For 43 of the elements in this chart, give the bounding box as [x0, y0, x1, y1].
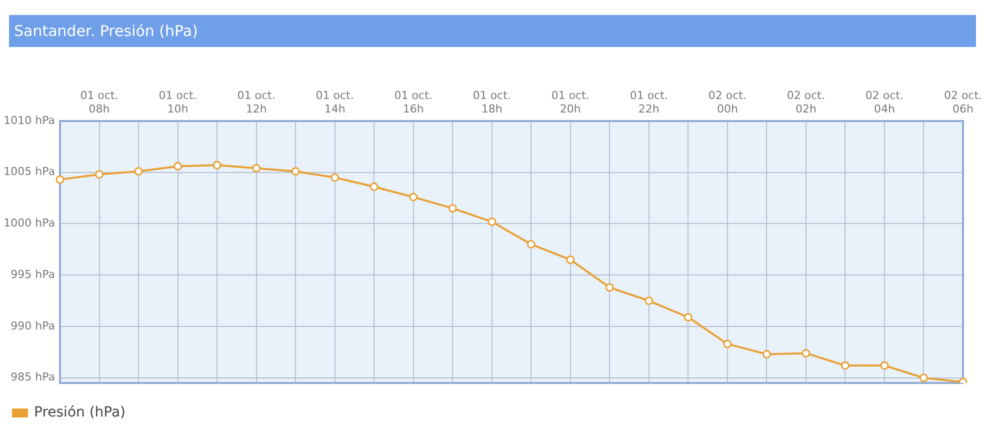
- y-tick-label: 1005 hPa: [4, 165, 55, 178]
- point: [840, 361, 850, 370]
- point: [880, 361, 889, 370]
- x-tick-label: 02 oct. 04h: [865, 89, 904, 116]
- point: [252, 164, 261, 173]
- point: [762, 350, 771, 358]
- x-tick-label: 01 oct. 08h: [80, 89, 118, 116]
- y-tick-label: 1010 hPa: [4, 114, 55, 127]
- point: [370, 182, 378, 192]
- chart-title: Santander. Presión (hPa): [9, 15, 976, 47]
- point: [488, 217, 496, 226]
- x-tick-label: 01 oct. 10h: [158, 89, 197, 116]
- y-tick-label: 990 hPa: [10, 319, 55, 332]
- point: [919, 374, 928, 382]
- point: [134, 167, 143, 176]
- point: [56, 175, 64, 184]
- point: [95, 170, 104, 179]
- point: [291, 167, 300, 176]
- x-tick-label: 01 oct. 22h: [630, 89, 668, 116]
- point: [409, 192, 418, 202]
- y-tick-label: 985 hPa: [10, 370, 55, 384]
- x-tick-label: 02 oct. 00h: [708, 89, 746, 116]
- point: [330, 173, 340, 182]
- point: [174, 162, 182, 170]
- y-tick-label: 995 hPa: [10, 268, 55, 281]
- point: [605, 283, 614, 292]
- point: [212, 160, 222, 170]
- point: [802, 348, 810, 358]
- x-tick-label: 01 oct. 18h: [472, 89, 511, 116]
- x-tick-label: 01 oct. 14h: [316, 89, 354, 116]
- point: [566, 255, 575, 264]
- point: [448, 204, 457, 213]
- legend-label: Presión (hPa): [34, 404, 126, 421]
- y-tick-label: 1000 hPa: [4, 216, 55, 230]
- x-tick-label: 01 oct. 12h: [237, 89, 276, 116]
- x-tick-label: 01 oct. 20h: [551, 89, 590, 116]
- point: [644, 296, 654, 306]
- x-tick-label: 01 oct. 16h: [394, 89, 432, 116]
- point: [526, 240, 536, 249]
- x-tick-label: 02 oct. 02h: [786, 89, 826, 116]
- x-tick-label: 02 oct. 06h: [944, 89, 982, 116]
- point: [723, 340, 732, 348]
- point: [684, 312, 692, 322]
